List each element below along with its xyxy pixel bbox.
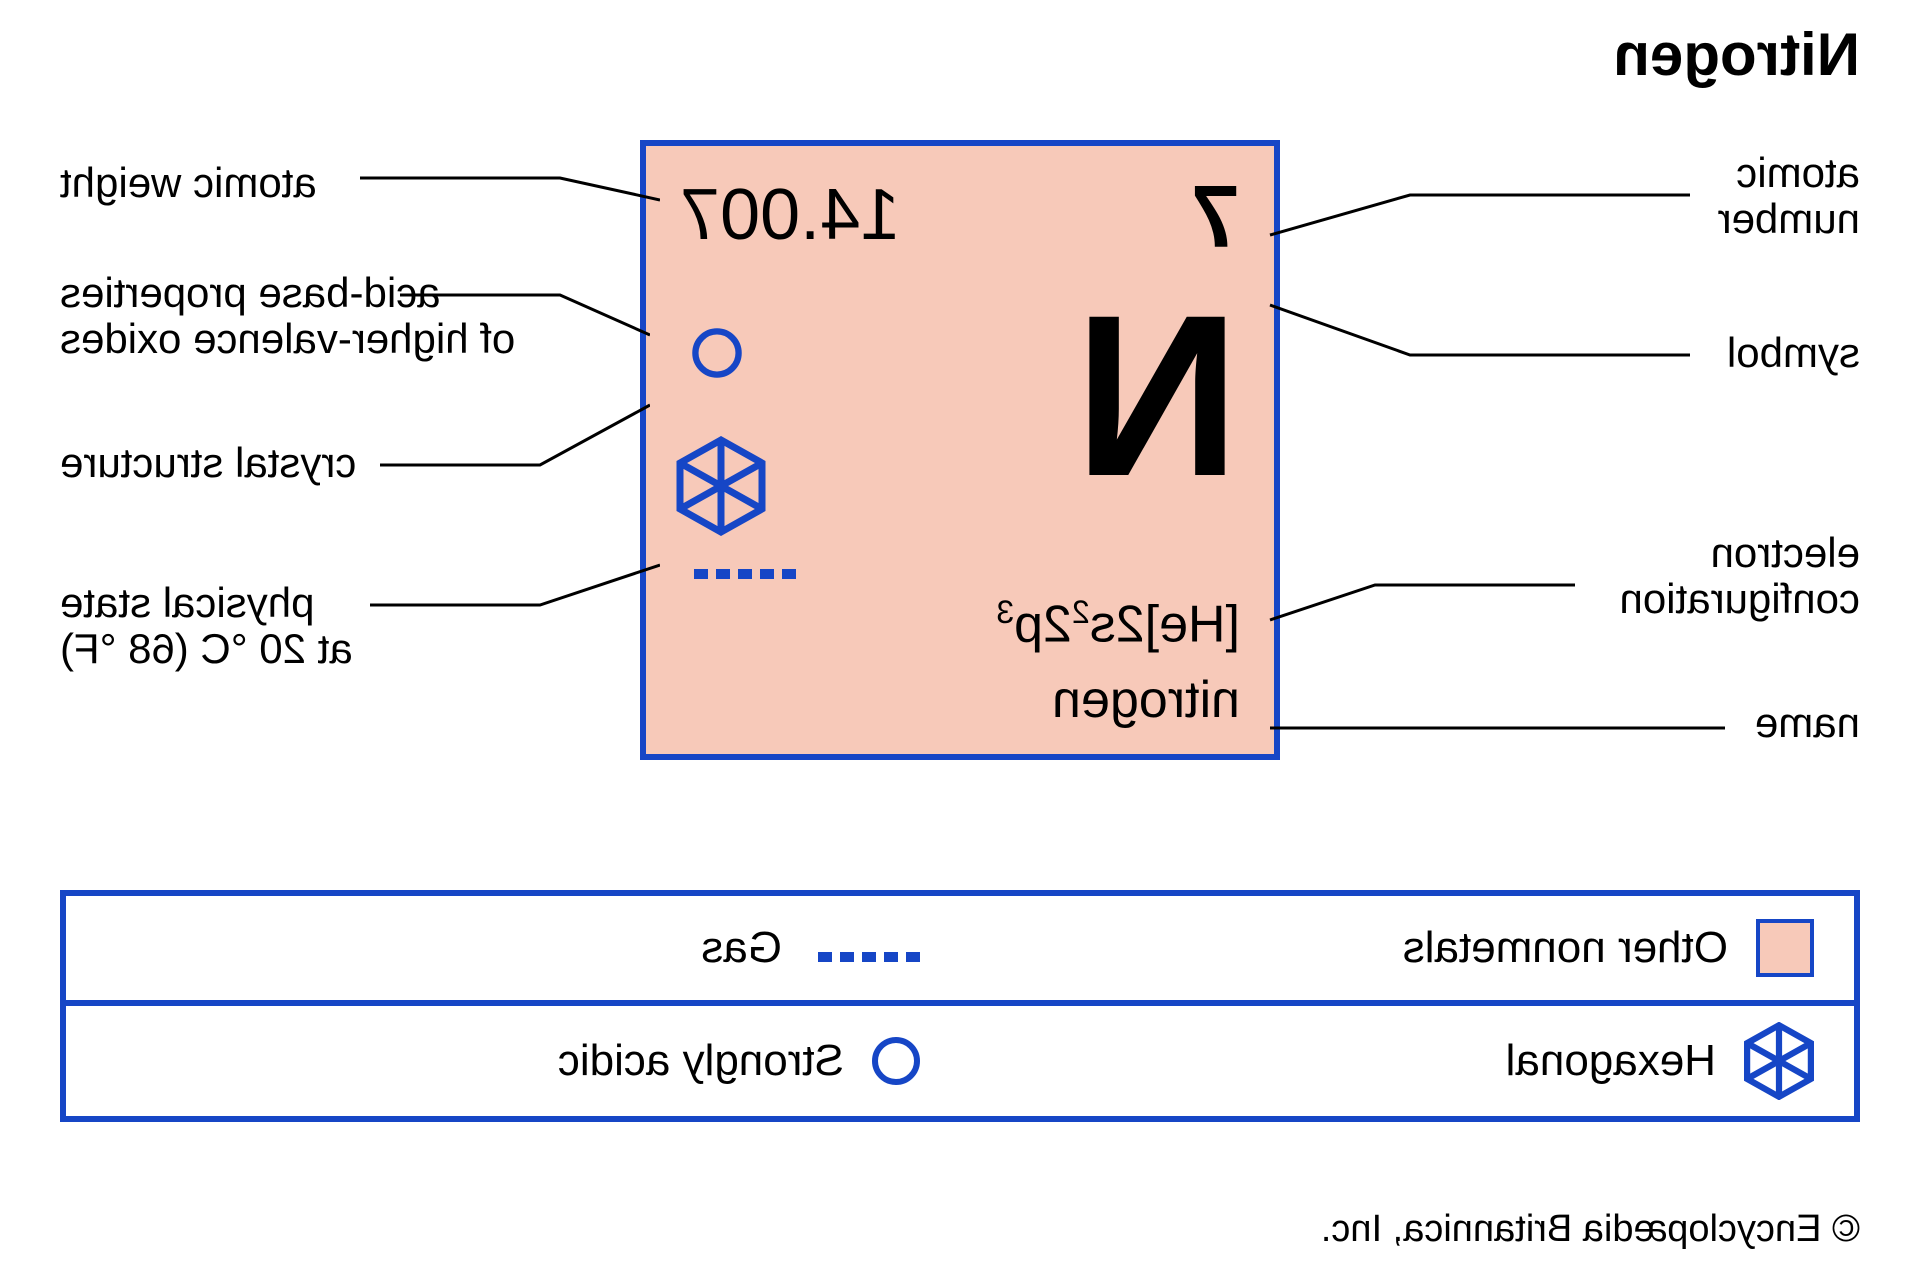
label-crystal: crystal structure	[60, 440, 356, 486]
crystal-structure-icon	[676, 436, 766, 536]
element-name-value: nitrogen	[1052, 670, 1240, 730]
element-card: 7 14.007 N [He]2s22p3 nitrogen	[640, 140, 1280, 760]
physical-state-icon	[686, 566, 796, 584]
electron-config-value: [He]2s22p3	[996, 594, 1240, 654]
label-physical-state: physical stateat 20 °C (68 °F)	[60, 580, 353, 672]
label-electron-config: electronconfiguration	[1620, 530, 1861, 622]
legend-hexagonal: Hexagonal	[960, 1006, 1854, 1116]
label-atomic-weight: atomic weight	[60, 160, 317, 206]
acid-base-icon	[690, 326, 744, 380]
legend-other-nonmetals: Other nonmetals	[960, 896, 1854, 1000]
leader-atomic-number	[1260, 180, 1690, 240]
page-title: Nitrogen	[1613, 20, 1860, 89]
leader-acid-base	[390, 290, 650, 350]
atomic-weight-value: 14.007	[680, 174, 900, 256]
copyright: © Encyclopædia Britannica, Inc.	[1321, 1208, 1860, 1251]
legend-strongly-acidic: Strongly acidic	[66, 1006, 960, 1116]
leader-electron-config	[1260, 575, 1575, 635]
legend-gas: Gas	[66, 896, 960, 1000]
legend: Other nonmetals Gas Hexagonal	[60, 890, 1860, 1122]
element-symbol: N	[1074, 281, 1240, 511]
leader-name	[1260, 718, 1725, 738]
label-name: name	[1755, 700, 1860, 746]
hexagon-icon	[1744, 1022, 1814, 1100]
leader-crystal	[370, 400, 650, 480]
swatch-icon	[1756, 919, 1814, 977]
label-symbol: symbol	[1727, 330, 1860, 376]
circle-icon	[872, 1037, 920, 1085]
leader-atomic-weight	[350, 170, 660, 210]
leader-symbol	[1260, 300, 1690, 380]
leader-physical-state	[360, 560, 660, 630]
dashes-icon	[810, 923, 920, 973]
label-atomic-number: atomicnumber	[1718, 150, 1860, 242]
atomic-number-value: 7	[1191, 166, 1240, 268]
